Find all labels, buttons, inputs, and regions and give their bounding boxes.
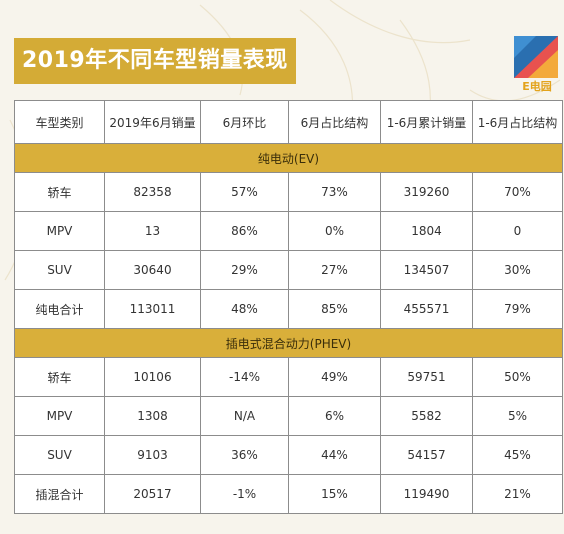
header-cell: 2019年6月销量	[104, 100, 201, 144]
header-cell: 6月环比	[200, 100, 289, 144]
header-row: 车型类别 2019年6月销量 6月环比 6月占比结构 1-6月累计销量 1-6月…	[14, 100, 563, 144]
table-cell: 49%	[288, 357, 381, 397]
table-cell: 0%	[288, 211, 381, 251]
table-cell: 21%	[472, 474, 563, 514]
table-row: 插混合计 20517 -1% 15% 119490 21%	[14, 474, 563, 514]
group-row-ev: 纯电动(EV)	[14, 143, 563, 173]
table-cell: N/A	[200, 396, 289, 436]
table-cell: 10106	[104, 357, 201, 397]
header-cell: 1-6月占比结构	[472, 100, 563, 144]
table-cell: 轿车	[14, 172, 105, 212]
table-cell: 5582	[380, 396, 473, 436]
table-cell: 73%	[288, 172, 381, 212]
table-cell: 113011	[104, 289, 201, 329]
table-cell: 119490	[380, 474, 473, 514]
table-cell: SUV	[14, 250, 105, 290]
table-cell: 36%	[200, 435, 289, 475]
table-row: MPV 1308 N/A 6% 5582 5%	[14, 396, 563, 436]
table-cell: 45%	[472, 435, 563, 475]
table-cell: 0	[472, 211, 563, 251]
table-row: 轿车 82358 57% 73% 319260 70%	[14, 172, 563, 212]
table-row: MPV 13 86% 0% 1804 0	[14, 211, 563, 251]
table-cell: 9103	[104, 435, 201, 475]
table-cell: MPV	[14, 211, 105, 251]
table-row: SUV 30640 29% 27% 134507 30%	[14, 250, 563, 290]
table-cell: 82358	[104, 172, 201, 212]
table-cell: 1804	[380, 211, 473, 251]
table-cell: 插混合计	[14, 474, 105, 514]
table-cell: 455571	[380, 289, 473, 329]
table-cell: 13	[104, 211, 201, 251]
page-title: 2019年不同车型销量表现	[22, 48, 288, 73]
brand-logo-text: E电园	[522, 80, 552, 93]
table-cell: MPV	[14, 396, 105, 436]
table-cell: 70%	[472, 172, 563, 212]
table-cell: 48%	[200, 289, 289, 329]
table-cell: 5%	[472, 396, 563, 436]
table-cell: 86%	[200, 211, 289, 251]
table-row: 轿车 10106 -14% 49% 59751 50%	[14, 357, 563, 397]
table-cell: -1%	[200, 474, 289, 514]
header-cell: 车型类别	[14, 100, 105, 144]
group-label: 插电式混合动力(PHEV)	[14, 328, 563, 358]
table-cell: 79%	[472, 289, 563, 329]
table-cell: 6%	[288, 396, 381, 436]
table-cell: 纯电合计	[14, 289, 105, 329]
table-cell: 44%	[288, 435, 381, 475]
table-cell: 85%	[288, 289, 381, 329]
group-label: 纯电动(EV)	[14, 143, 563, 173]
table-row: SUV 9103 36% 44% 54157 45%	[14, 435, 563, 475]
table-cell: 54157	[380, 435, 473, 475]
table-cell: 50%	[472, 357, 563, 397]
table-cell: 134507	[380, 250, 473, 290]
table-row: 纯电合计 113011 48% 85% 455571 79%	[14, 289, 563, 329]
table-cell: 30%	[472, 250, 563, 290]
brand-logo-icon	[514, 36, 558, 78]
table-cell: 27%	[288, 250, 381, 290]
table-cell: 轿车	[14, 357, 105, 397]
table-cell: 1308	[104, 396, 201, 436]
title-banner	[14, 38, 296, 84]
header-cell: 1-6月累计销量	[380, 100, 473, 144]
table-cell: 57%	[200, 172, 289, 212]
header-cell: 6月占比结构	[288, 100, 381, 144]
table-cell: 30640	[104, 250, 201, 290]
sales-table: 车型类别 2019年6月销量 6月环比 6月占比结构 1-6月累计销量 1-6月…	[14, 100, 563, 514]
table-cell: -14%	[200, 357, 289, 397]
table-cell: 20517	[104, 474, 201, 514]
table-cell: 59751	[380, 357, 473, 397]
group-row-phev: 插电式混合动力(PHEV)	[14, 328, 563, 358]
table-cell: 29%	[200, 250, 289, 290]
table-cell: SUV	[14, 435, 105, 475]
table-cell: 15%	[288, 474, 381, 514]
table-cell: 319260	[380, 172, 473, 212]
